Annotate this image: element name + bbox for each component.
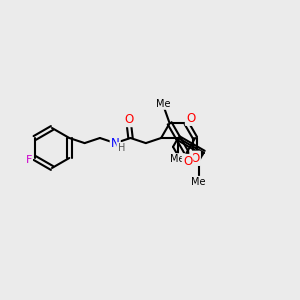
Text: H: H xyxy=(118,143,125,153)
Text: F: F xyxy=(26,155,32,165)
Text: O: O xyxy=(190,152,200,165)
Text: Me: Me xyxy=(156,99,171,109)
Text: O: O xyxy=(183,155,192,168)
Text: Me: Me xyxy=(170,154,184,164)
Text: O: O xyxy=(124,113,134,126)
Text: Me: Me xyxy=(191,177,206,187)
Text: O: O xyxy=(186,112,195,125)
Text: N: N xyxy=(111,136,120,150)
